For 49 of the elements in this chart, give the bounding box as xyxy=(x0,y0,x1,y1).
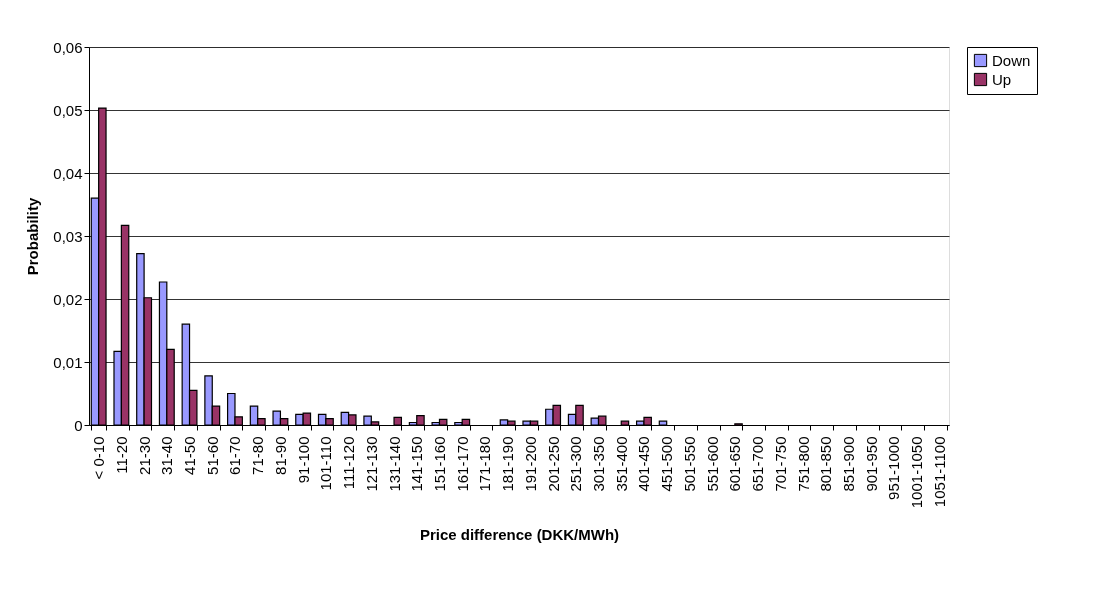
x-tick-label: 191-200 xyxy=(521,436,539,492)
y-tick-label: 0,04 xyxy=(53,164,83,182)
y-axis-title: Probability xyxy=(24,197,42,276)
x-tick-label: 91-100 xyxy=(294,436,312,484)
x-tick-label: 401-450 xyxy=(635,436,653,492)
x-tick-label: 161-170 xyxy=(453,436,471,492)
x-tick-label: 41-50 xyxy=(181,436,199,475)
x-tick-label: 171-180 xyxy=(476,436,494,492)
y-tick-label: 0,05 xyxy=(53,101,83,119)
x-tick-label: 251-300 xyxy=(567,436,585,492)
x-tick-label: 101-110 xyxy=(317,436,335,491)
x-tick-label: 751-800 xyxy=(794,436,812,492)
x-tick-label: 51-60 xyxy=(203,436,221,475)
x-tick-label: 351-400 xyxy=(612,436,630,492)
x-tick-label: 451-500 xyxy=(658,436,676,492)
x-tick-label: 951-1000 xyxy=(885,436,903,500)
x-tick-label: 801-850 xyxy=(817,436,835,492)
x-tick-label: 1001-1050 xyxy=(908,436,926,509)
x-tick-label: 71-80 xyxy=(249,436,267,475)
x-tick-label: 1051-1100 xyxy=(930,436,948,508)
x-tick-label: 851-900 xyxy=(839,436,857,492)
y-tick-label: 0,02 xyxy=(53,290,83,308)
x-tick-label: 111-120 xyxy=(340,436,358,490)
x-tick-label: 81-90 xyxy=(271,436,289,475)
y-tick-label: 0,06 xyxy=(53,38,83,56)
y-tick-label: 0,01 xyxy=(53,353,83,371)
x-tick-label: 901-950 xyxy=(862,436,880,492)
x-tick-label: 551-600 xyxy=(703,436,721,492)
legend-label: Up xyxy=(992,70,1012,88)
x-tick-label: 31-40 xyxy=(158,436,176,475)
x-tick-label: 181-190 xyxy=(499,436,517,492)
x-tick-label: 701-750 xyxy=(771,436,789,492)
x-tick-label: 601-650 xyxy=(726,436,744,492)
x-tick-label: 651-700 xyxy=(749,436,767,492)
y-tick-label: 0 xyxy=(74,416,83,434)
x-axis-title: Price difference (DKK/MWh) xyxy=(419,526,620,544)
x-tick-label: 151-160 xyxy=(430,436,448,492)
x-tick-label: 141-150 xyxy=(408,436,426,492)
y-tick-label: 0,03 xyxy=(53,227,83,245)
x-tick-label: 131-140 xyxy=(385,436,403,492)
x-tick-label: 501-550 xyxy=(680,436,698,492)
legend-label: Down xyxy=(992,51,1031,69)
x-tick-label: 301-350 xyxy=(590,436,608,492)
x-tick-label: 61-70 xyxy=(226,436,244,475)
x-tick-label: 121-130 xyxy=(362,436,380,492)
x-tick-label: 201-250 xyxy=(544,436,562,492)
x-tick-label: 11-20 xyxy=(112,436,130,474)
x-tick-label: 21-30 xyxy=(135,436,153,475)
x-tick-label: < 0-10 xyxy=(90,436,108,480)
